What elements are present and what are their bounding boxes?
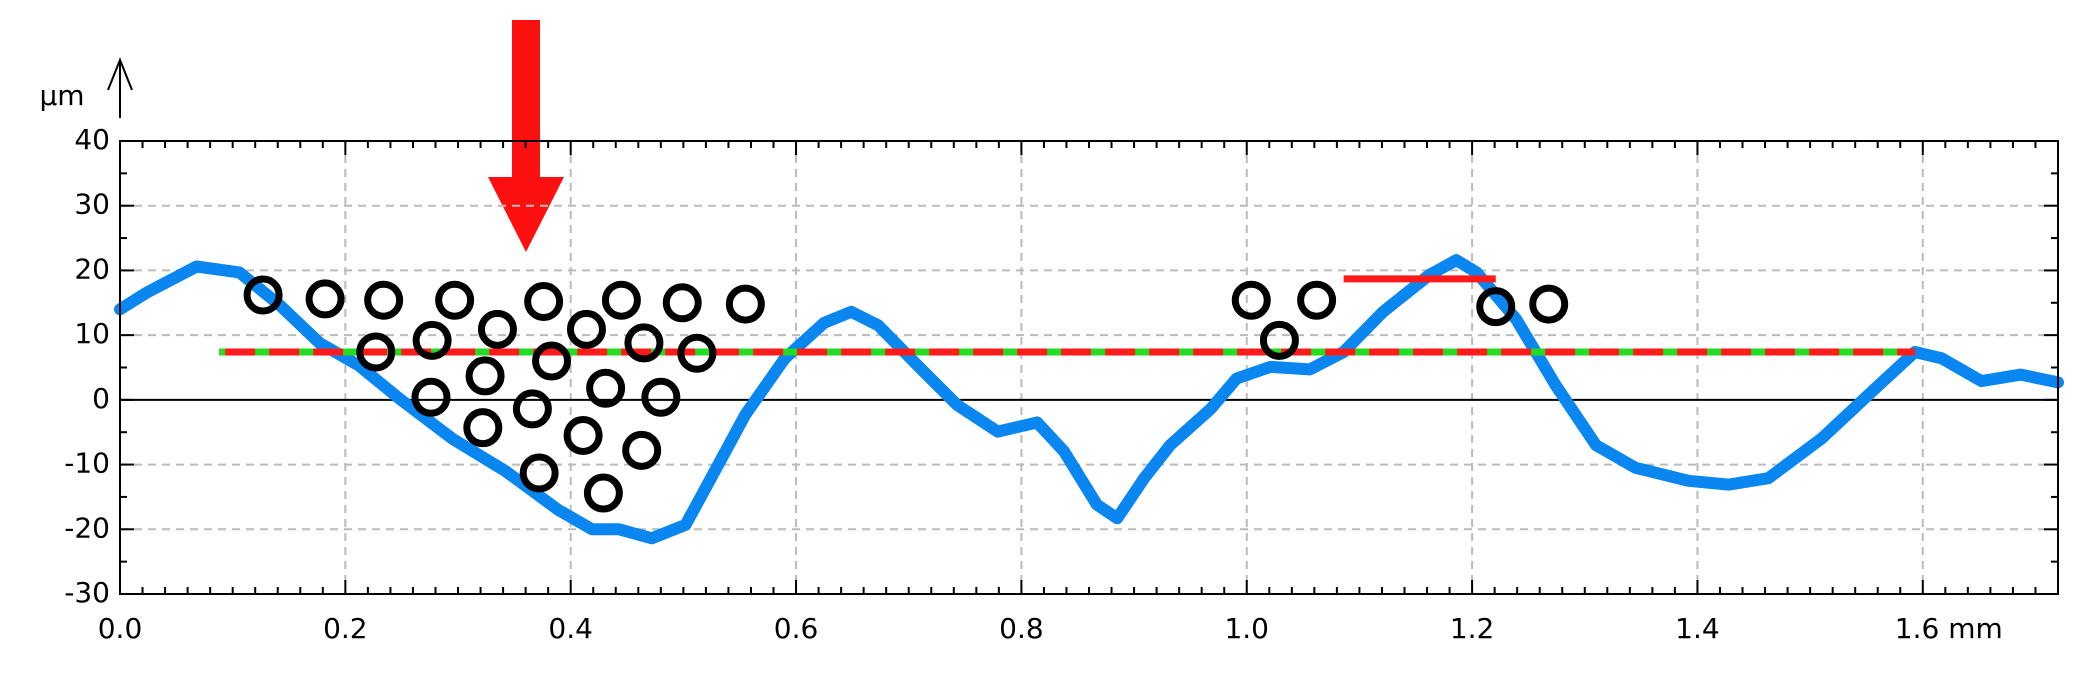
particle-marker [1476, 287, 1516, 327]
x-tick-label: 1.0 [1224, 612, 1269, 645]
y-tick-label: -20 [64, 511, 110, 544]
y-tick-label: 40 [74, 123, 110, 156]
particle-marker [305, 279, 345, 319]
y-tick-label: 20 [74, 252, 110, 285]
particle-marker [524, 281, 564, 321]
particle-marker [1297, 280, 1337, 320]
particle-marker [725, 284, 765, 324]
x-tick-label: 0.4 [548, 612, 593, 645]
particle-marker [243, 275, 283, 315]
particle-marker [641, 377, 681, 417]
profile-line [114, 254, 2064, 545]
particle-marker [519, 453, 559, 493]
y-tick-label: 0 [92, 382, 110, 415]
arrow-annotation [488, 20, 564, 252]
particle-marker [586, 368, 626, 408]
particle-marker [512, 389, 552, 429]
y-tick-label: 30 [74, 188, 110, 221]
particle-marker [566, 309, 606, 349]
particle-marker [356, 332, 396, 372]
x-tick-label: 0.0 [98, 612, 143, 645]
particle-marker [463, 408, 503, 448]
x-tick-label: 0.6 [774, 612, 819, 645]
x-tick-label: 1.6 mm [1895, 612, 2003, 645]
particle-marker [411, 377, 451, 417]
particle-marker [1529, 284, 1569, 324]
particle-marker [622, 430, 662, 470]
x-tick-label: 1.2 [1450, 612, 1495, 645]
particle-marker [583, 473, 623, 513]
particle-marker [532, 341, 572, 381]
particle-marker [1259, 320, 1299, 360]
particle-marker [1231, 280, 1271, 320]
particle-marker [465, 356, 505, 396]
particle-marker [601, 280, 641, 320]
x-tick-label: 0.8 [999, 612, 1044, 645]
y-tick-label: -10 [64, 447, 110, 480]
x-tick-label: 1.4 [1675, 612, 1720, 645]
y-tick-label: -30 [64, 576, 110, 609]
particle-marker [624, 323, 664, 363]
particle-marker [677, 333, 717, 373]
plot-frame [119, 140, 2059, 595]
x-tick-label: 0.2 [323, 612, 368, 645]
particle-marker [435, 280, 475, 320]
particle-marker [477, 309, 517, 349]
y-axis-arrow [107, 57, 133, 118]
y-axis-unit: µm [39, 79, 84, 112]
particle-marker [563, 415, 603, 455]
particle-marker [364, 280, 404, 320]
particle-marker [412, 320, 452, 360]
y-tick-label: 10 [74, 317, 110, 350]
particle-marker [662, 283, 702, 323]
